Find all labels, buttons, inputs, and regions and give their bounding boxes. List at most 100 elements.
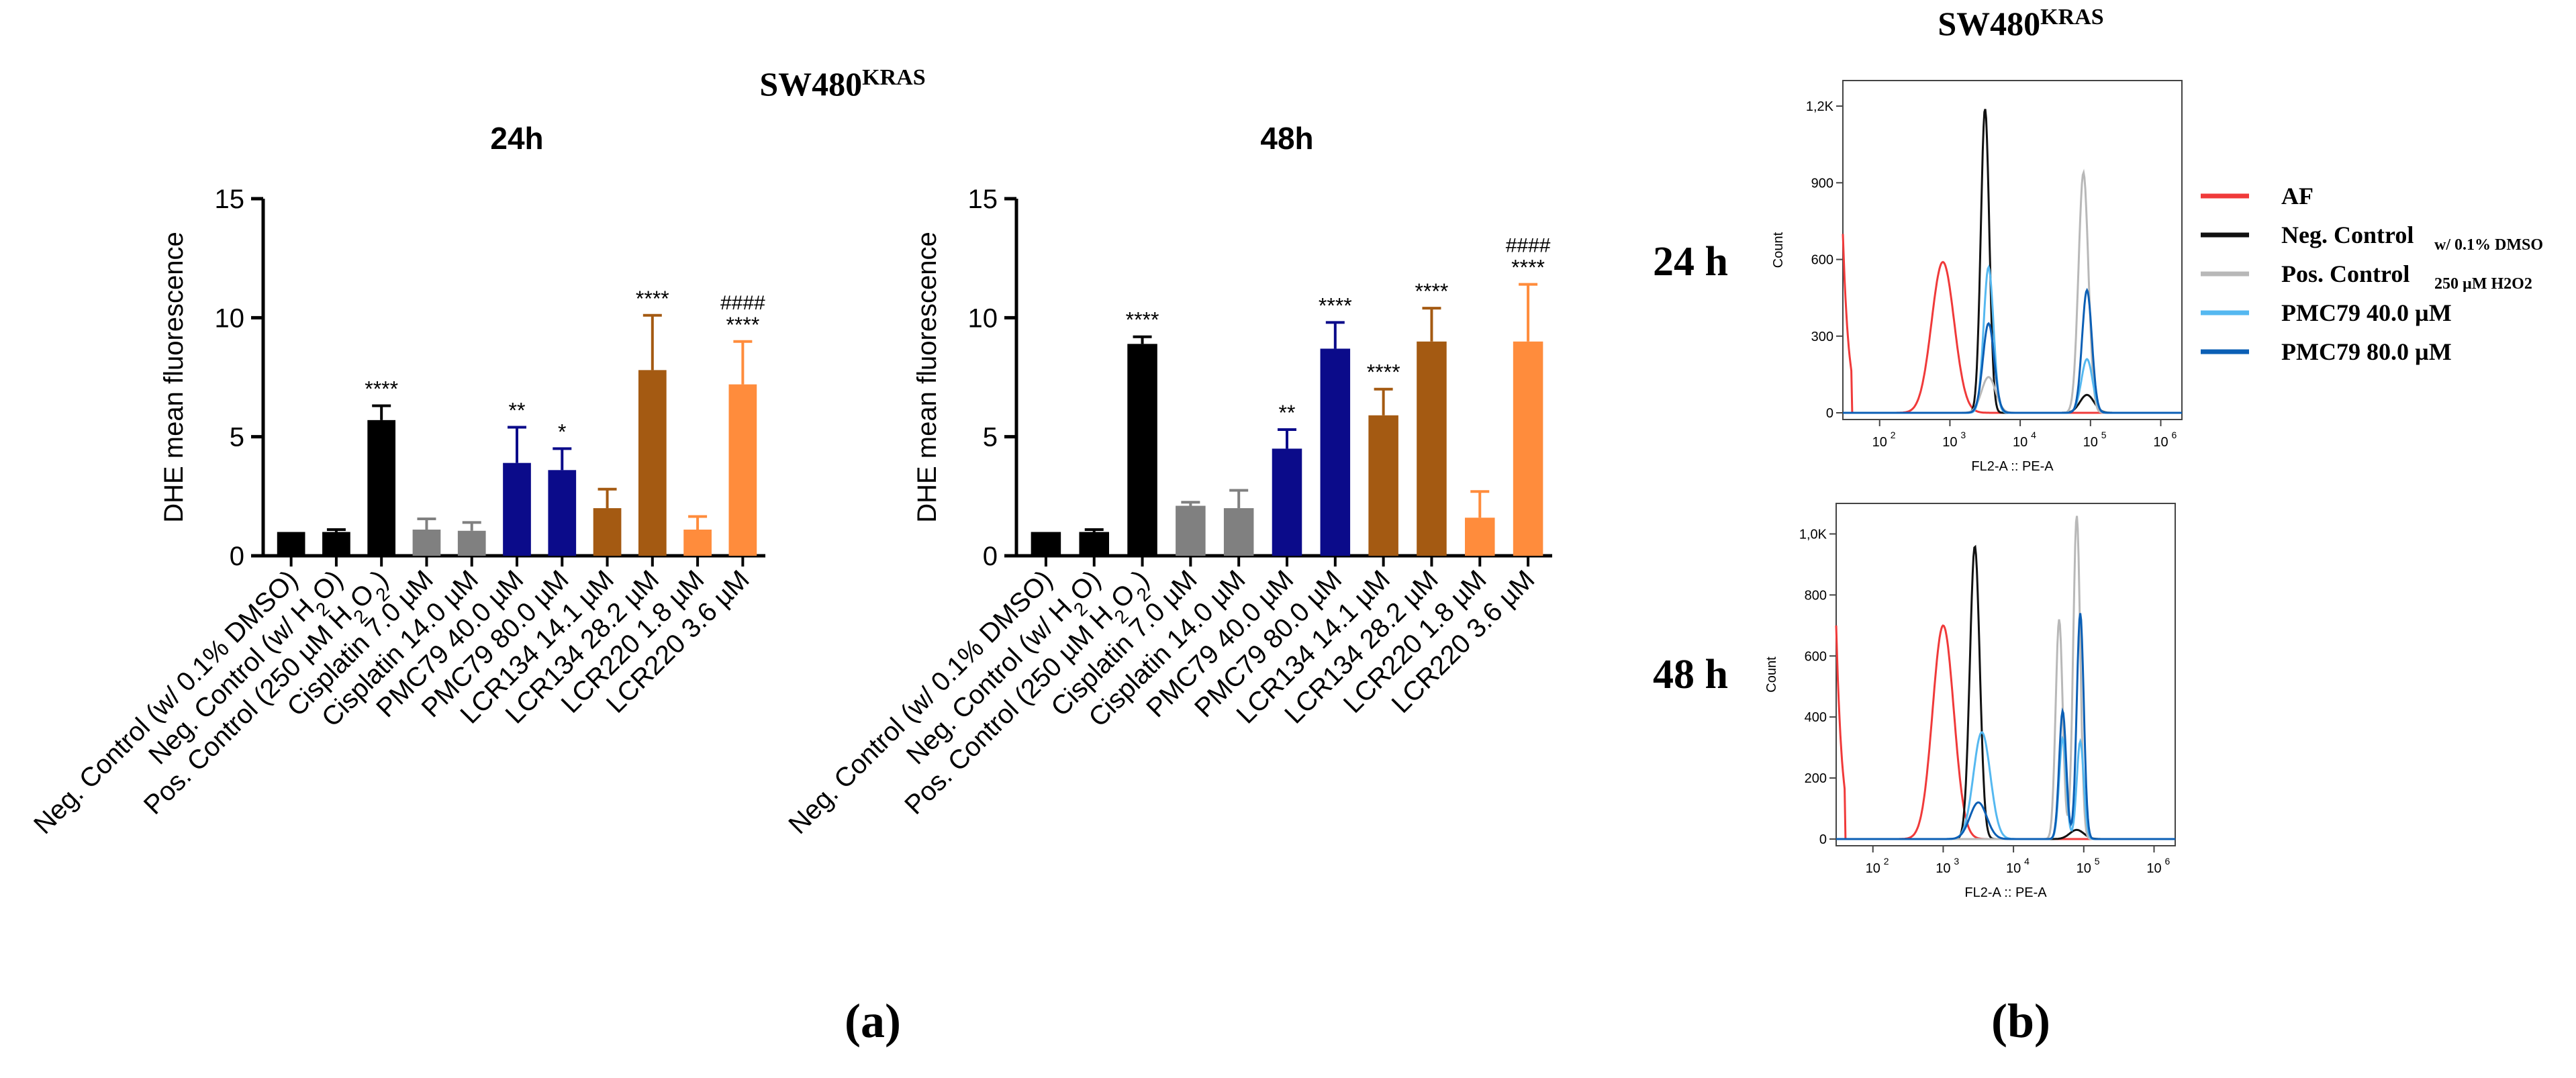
bar [638, 370, 667, 556]
bar [412, 529, 441, 556]
x-tick-exponent: 2 [1884, 856, 1889, 867]
bar [1223, 508, 1254, 556]
significance-label-hash: #### [1506, 235, 1551, 257]
x-tick-exponent: 3 [1960, 430, 1966, 440]
legend-subscript: 250 µM H2O2 [2434, 275, 2532, 293]
bar [367, 420, 396, 556]
x-tick-exponent: 5 [2101, 430, 2107, 440]
bar [1272, 448, 1302, 556]
y-tick-label: 600 [1811, 253, 1833, 268]
bar [457, 530, 486, 556]
significance-label: **** [1319, 293, 1352, 317]
y-axis-label: DHE mean fluorescence [912, 232, 942, 523]
y-tick-label: 15 [215, 185, 245, 214]
bar [1176, 505, 1206, 556]
bar [593, 508, 622, 556]
bar [503, 462, 531, 556]
significance-label: ** [1279, 401, 1296, 425]
histogram-series [1843, 109, 2182, 414]
histogram-series [1836, 731, 2175, 840]
histogram-series [1843, 287, 2182, 414]
y-tick-label: 1,2K [1806, 99, 1834, 114]
y-tick-label: 900 [1811, 176, 1833, 191]
bar [1079, 532, 1109, 556]
x-tick-exponent: 2 [1891, 430, 1896, 440]
y-tick-label: 300 [1811, 330, 1833, 344]
legend-label: Pos. Control [2281, 260, 2410, 287]
panel-b-title: SW480KRAS [1938, 5, 2103, 42]
y-axis-label: DHE mean fluorescence [159, 232, 189, 523]
significance-label: **** [636, 287, 669, 311]
y-tick-label: 0 [1826, 406, 1833, 421]
histogram-series [1836, 544, 2175, 840]
histogram-series [1836, 613, 2175, 840]
y-tick-label: 200 [1805, 771, 1827, 786]
y-tick-label: 0 [983, 542, 998, 571]
legend-label: PMC79 80.0 µM [2281, 338, 2452, 365]
significance-label: **** [1367, 360, 1400, 385]
histogram-frame [1842, 80, 2183, 420]
y-tick-label: 800 [1805, 588, 1827, 603]
bar [277, 532, 305, 556]
x-tick-exponent: 5 [2095, 856, 2100, 867]
histogram-series [1843, 168, 2182, 414]
y-tick-label: 10 [968, 303, 998, 333]
x-tick-exponent: 3 [1954, 856, 1959, 867]
y-tick-label: 0 [230, 542, 244, 571]
significance-label-hash: #### [720, 292, 765, 314]
y-tick-label: 0 [1819, 832, 1827, 847]
histogram-series [1843, 264, 2182, 414]
bar [1417, 341, 1447, 556]
legend-subscript: w/ 0.1% DMSO [2434, 236, 2543, 254]
bar [322, 532, 350, 556]
y-tick-label: 10 [215, 303, 245, 333]
histogram-legend: AF Neg. Control w/ 0.1% DMSO Pos. Control 25… [2201, 183, 2543, 365]
panel-b-label: (b) [1991, 994, 2050, 1048]
y-axis-label: Count [1771, 232, 1786, 268]
histogram-series [1842, 234, 2182, 414]
x-tick-label: 10 [2077, 861, 2091, 876]
significance-label: **** [365, 377, 398, 401]
panel-a-label: (a) [845, 994, 901, 1048]
bar [1031, 532, 1061, 556]
bar [1127, 344, 1157, 556]
bar [548, 470, 577, 556]
significance-label: **** [1415, 279, 1449, 303]
x-tick-exponent: 6 [2171, 430, 2177, 440]
significance-label: **** [1126, 308, 1159, 332]
x-tick-label: 10 [1942, 435, 1957, 450]
row-label-48h: 48 h [1653, 652, 1728, 697]
significance-label: * [558, 420, 566, 444]
legend-label: PMC79 40.0 µM [2281, 299, 2452, 326]
bar [1513, 341, 1543, 556]
y-tick-label: 400 [1805, 710, 1827, 725]
bar [1465, 518, 1495, 556]
x-axis-label: FL2-A :: PE-A [1964, 885, 2047, 900]
legend-label: AF [2281, 183, 2313, 209]
x-axis-label: FL2-A :: PE-A [1971, 459, 2054, 474]
histogram-series [1836, 516, 2175, 840]
y-tick-label: 5 [230, 423, 244, 452]
significance-label: ** [509, 398, 526, 422]
significance-label: **** [726, 313, 759, 337]
x-tick-label: 10 [1866, 861, 1880, 876]
bar [1368, 415, 1398, 556]
panel-a-title: SW480KRAS [759, 65, 925, 103]
y-tick-label: 1,0K [1799, 527, 1827, 542]
histogram-series [1835, 624, 2175, 840]
y-tick-label: 5 [983, 423, 998, 452]
x-tick-exponent: 4 [2031, 430, 2036, 440]
x-tick-label: 10 [2153, 435, 2168, 450]
chart-title: 24h [490, 121, 543, 156]
y-tick-label: 600 [1805, 649, 1827, 664]
bar [683, 529, 712, 556]
x-tick-label: 10 [2013, 435, 2028, 450]
x-tick-label: 10 [2083, 435, 2098, 450]
y-axis-label: Count [1764, 656, 1779, 693]
x-tick-label: 10 [2146, 861, 2161, 876]
